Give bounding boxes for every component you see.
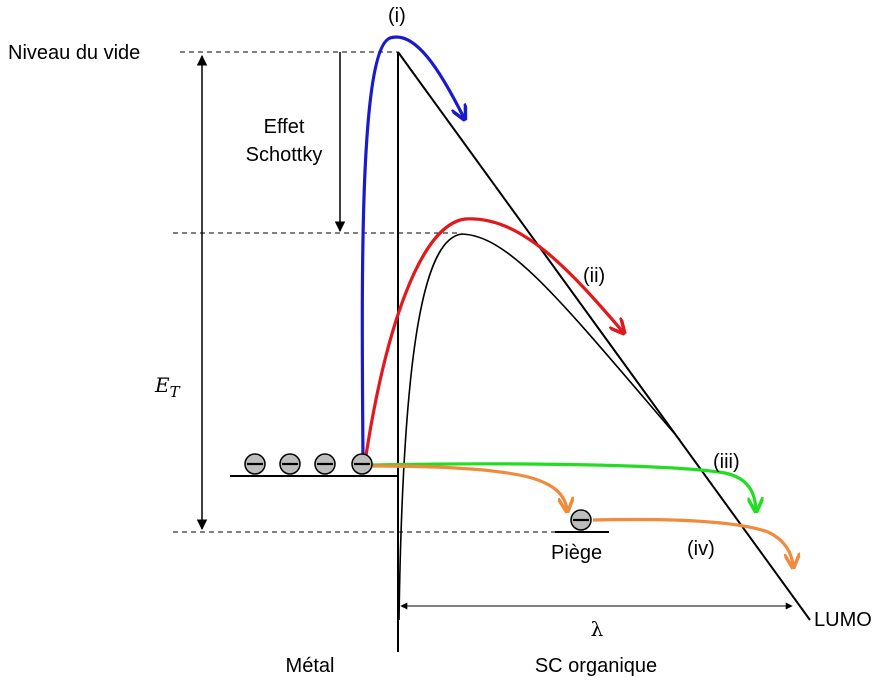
trap-label: Piège xyxy=(551,542,602,564)
lumo-triangular-line xyxy=(397,51,811,621)
et-label: ET xyxy=(154,373,181,401)
schottky-label-line1: Effet xyxy=(264,116,305,138)
mechanism-i-label: (i) xyxy=(388,5,406,27)
metal-label: Métal xyxy=(286,655,335,677)
mechanism-i-arrow xyxy=(360,35,464,463)
mechanism-iv-label: (iv) xyxy=(687,538,715,560)
mechanism-ii-arrow xyxy=(363,217,623,463)
electron xyxy=(351,453,373,475)
electron xyxy=(244,453,266,475)
organic-sc-label: SC organique xyxy=(535,655,657,677)
mechanism-iii-arrow xyxy=(371,462,756,510)
electron xyxy=(279,453,301,475)
lumo-label: LUMO xyxy=(814,609,872,631)
vacuum-level-label: Niveau du vide xyxy=(8,42,140,64)
mechanism-iv-arrow-from-trap xyxy=(592,517,793,567)
mechanism-ii-label: (ii) xyxy=(583,265,605,287)
mechanism-iv-arrow-to-trap xyxy=(371,464,567,510)
electron xyxy=(314,453,336,475)
mechanism-iii-label: (iii) xyxy=(713,451,740,473)
schottky-lowered-barrier-curve xyxy=(398,233,681,621)
schottky-label-line2: Schottky xyxy=(246,144,323,166)
trapped-electron xyxy=(570,509,592,531)
lambda-label: λ xyxy=(591,617,604,641)
